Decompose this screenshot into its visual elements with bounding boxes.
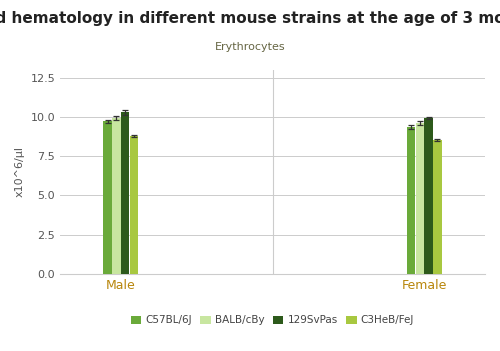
Text: Erythrocytes: Erythrocytes	[214, 42, 286, 52]
Bar	[416, 122, 424, 274]
Bar	[112, 118, 120, 274]
Bar	[407, 127, 416, 274]
Bar	[424, 118, 433, 274]
Text: Blood hematology in different mouse strains at the age of 3 months: Blood hematology in different mouse stra…	[0, 11, 500, 26]
Legend: C57BL/6J, BALB/cBy, 129SvPas, C3HeB/FeJ: C57BL/6J, BALB/cBy, 129SvPas, C3HeB/FeJ	[126, 311, 418, 330]
Bar	[104, 121, 112, 274]
Bar	[434, 140, 442, 274]
Y-axis label: x10^6/μl: x10^6/μl	[15, 146, 25, 198]
Bar	[130, 136, 138, 274]
Bar	[121, 112, 130, 274]
